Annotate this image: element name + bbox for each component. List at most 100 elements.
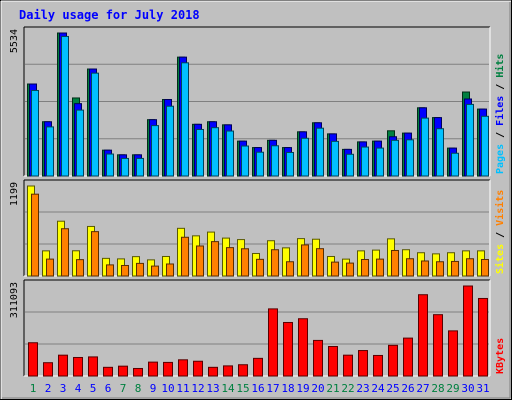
day-label-19: 19 bbox=[296, 382, 309, 395]
bar-kbytes-day-20 bbox=[313, 339, 323, 377]
bar-kbytes-day-10 bbox=[163, 361, 173, 377]
bar-pages-day-17 bbox=[271, 145, 279, 177]
day-label-31: 31 bbox=[476, 382, 489, 395]
bar-kbytes-day-27 bbox=[418, 294, 428, 377]
bar-kbytes-day-8 bbox=[133, 367, 143, 377]
bar-visits-day-28 bbox=[436, 261, 444, 277]
bar-pages-day-22 bbox=[346, 153, 354, 177]
day-label-17: 17 bbox=[266, 382, 279, 395]
max-value-label: 311093 bbox=[9, 282, 20, 318]
bar-visits-day-12 bbox=[196, 245, 204, 277]
bar-pages-day-12 bbox=[196, 128, 204, 177]
bar-kbytes-day-26 bbox=[403, 337, 413, 377]
day-label-14: 14 bbox=[221, 382, 235, 395]
bar-pages-day-20 bbox=[316, 127, 324, 177]
bar-visits-day-9 bbox=[151, 265, 159, 277]
bar-pages-day-28 bbox=[436, 128, 444, 177]
bar-visits-day-16 bbox=[256, 258, 264, 277]
bar-kbytes-day-12 bbox=[193, 360, 203, 377]
day-label-11: 11 bbox=[176, 382, 189, 395]
day-label-16: 16 bbox=[251, 382, 264, 395]
bar-kbytes-day-5 bbox=[88, 356, 98, 377]
legend-item-kbytes: KBytes bbox=[495, 338, 506, 374]
bar-kbytes-day-6 bbox=[103, 366, 113, 377]
bar-kbytes-day-23 bbox=[358, 350, 368, 377]
bar-pages-day-26 bbox=[406, 139, 414, 177]
bar-pages-day-27 bbox=[421, 117, 429, 177]
day-label-29: 29 bbox=[446, 382, 459, 395]
bar-kbytes-day-25 bbox=[388, 344, 398, 377]
panel-kbytes: 311093 KBytes bbox=[9, 279, 506, 377]
day-label-23: 23 bbox=[356, 382, 369, 395]
bar-visits-day-8 bbox=[136, 262, 144, 277]
bar-pages-day-24 bbox=[376, 147, 384, 177]
bar-kbytes-day-17 bbox=[268, 308, 278, 377]
bar-visits-day-21 bbox=[331, 261, 339, 277]
legend: KBytes bbox=[495, 338, 506, 374]
bar-pages-day-19 bbox=[301, 137, 309, 177]
chart-title: Daily usage for July 2018 bbox=[19, 8, 200, 22]
bar-pages-day-5 bbox=[91, 72, 99, 177]
day-label-20: 20 bbox=[311, 382, 324, 395]
bar-visits-day-27 bbox=[421, 260, 429, 277]
bar-visits-day-5 bbox=[91, 231, 99, 277]
chart-panels: 5534 Pages / Files / Hits 1199 Sites / Visi… bbox=[9, 26, 506, 377]
day-label-27: 27 bbox=[416, 382, 429, 395]
bar-kbytes-day-2 bbox=[43, 362, 53, 377]
legend: Pages / Files / Hits bbox=[494, 54, 506, 174]
bar-visits-day-22 bbox=[346, 262, 354, 277]
day-axis-labels: 1 2 3 4 5 6 7 8 9 10 11 12 13 14 15 16 17 18 19 20 21 22 23 24 2… bbox=[30, 382, 490, 395]
bar-kbytes-day-29 bbox=[448, 330, 458, 377]
bar-pages-day-4 bbox=[76, 109, 84, 177]
bar-visits-day-6 bbox=[106, 264, 114, 277]
day-label-18: 18 bbox=[281, 382, 294, 395]
day-label-9: 9 bbox=[150, 382, 157, 395]
bar-kbytes-day-30 bbox=[463, 285, 473, 377]
bar-visits-day-11 bbox=[181, 236, 189, 277]
bar-pages-day-9 bbox=[151, 125, 159, 177]
bar-pages-day-31 bbox=[481, 115, 489, 177]
bar-visits-day-2 bbox=[46, 258, 54, 277]
bar-pages-day-13 bbox=[211, 127, 219, 177]
bar-kbytes-day-14 bbox=[223, 365, 233, 377]
day-label-1: 1 bbox=[30, 382, 37, 395]
legend-item-pages: Pages bbox=[495, 144, 506, 174]
bar-pages-day-30 bbox=[466, 103, 474, 177]
day-label-8: 8 bbox=[135, 382, 142, 395]
legend-item-files: Files bbox=[494, 96, 506, 126]
bar-kbytes-day-28 bbox=[433, 314, 443, 377]
bar-pages-day-8 bbox=[136, 157, 144, 177]
bar-kbytes-day-11 bbox=[178, 359, 188, 377]
bar-visits-day-4 bbox=[76, 259, 84, 277]
bar-kbytes-day-16 bbox=[253, 357, 263, 377]
day-label-5: 5 bbox=[90, 382, 97, 395]
bar-kbytes-day-1 bbox=[28, 342, 38, 377]
day-label-25: 25 bbox=[386, 382, 399, 395]
panel-visits-sites: 1199 Sites / Visits bbox=[9, 179, 506, 277]
bar-visits-day-29 bbox=[451, 260, 459, 277]
bar-kbytes-day-31 bbox=[478, 297, 488, 377]
bar-pages-day-23 bbox=[361, 146, 369, 177]
bar-visits-day-30 bbox=[466, 258, 474, 277]
day-label-7: 7 bbox=[120, 382, 127, 395]
legend-separator: / bbox=[495, 226, 506, 244]
legend-item-visits: Visits bbox=[494, 190, 506, 226]
day-label-12: 12 bbox=[191, 382, 204, 395]
max-value-label: 1199 bbox=[9, 182, 20, 206]
day-label-21: 21 bbox=[326, 382, 339, 395]
day-label-13: 13 bbox=[206, 382, 219, 395]
day-label-22: 22 bbox=[341, 382, 354, 395]
bar-kbytes-day-3 bbox=[58, 354, 68, 377]
bar-pages-day-10 bbox=[166, 105, 174, 177]
bar-kbytes-day-13 bbox=[208, 366, 218, 377]
legend-separator: / bbox=[495, 126, 506, 144]
bar-visits-day-24 bbox=[376, 258, 384, 277]
bar-visits-day-15 bbox=[241, 248, 249, 277]
bar-visits-day-26 bbox=[406, 258, 414, 277]
bar-kbytes-day-4 bbox=[73, 356, 83, 377]
legend: Sites / Visits bbox=[494, 190, 506, 274]
bar-kbytes-day-9 bbox=[148, 361, 158, 377]
bar-visits-day-3 bbox=[61, 228, 69, 277]
bar-kbytes-day-19 bbox=[298, 318, 308, 377]
